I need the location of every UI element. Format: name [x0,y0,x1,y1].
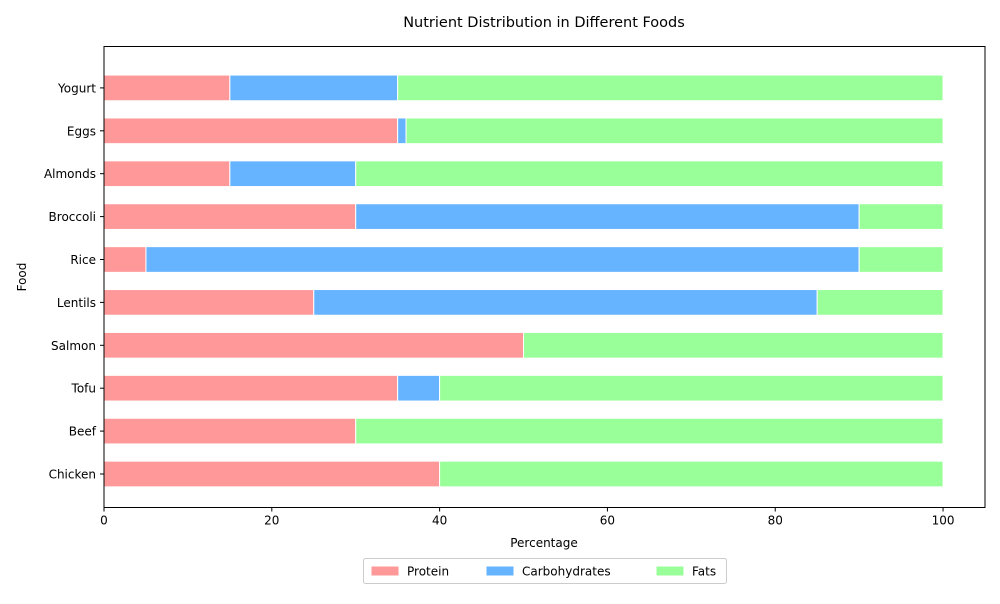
bar-carbohydrates-broccoli [355,203,860,230]
bar-carbohydrates-rice [145,246,860,273]
plot-frame [103,46,986,508]
legend-swatch-protein [370,565,400,577]
legend-swatch-fats [655,565,685,577]
bar-protein-salmon [103,331,525,359]
x-axis: 0 20 40 60 80 100 [100,507,955,528]
y-tick-label: Almonds [44,167,96,181]
bar-carbohydrates-almonds [229,160,357,188]
y-tick-label: Lentils [57,296,96,310]
x-tick-label: 60 [600,514,615,528]
bar-carbohydrates-yogurt [229,74,399,102]
y-tick-label: Beef [69,425,97,439]
bar-fats-yogurt [397,74,944,102]
legend-label-protein: Protein [407,565,449,579]
y-tick-label: Salmon [51,339,96,353]
y-axis: Chicken Beef Tofu Salmon Lentils Rice Broccoli… [44,81,104,482]
bar-protein-tofu [103,374,399,402]
bar-protein-yogurt [103,74,231,102]
legend-label-carbohydrates: Carbohydrates [522,565,611,579]
x-tick-label: 20 [264,514,279,528]
legend: Protein Carbohydrates Fats [363,558,727,584]
bar-protein-eggs [103,117,399,145]
bar-fats-salmon [523,331,944,359]
legend-swatch-carbohydrates [485,565,515,577]
y-tick-label: Broccoli [49,210,96,224]
bar-fats-chicken [439,460,944,488]
y-tick-label: Rice [70,253,96,267]
y-tick-label: Yogurt [57,81,96,95]
legend-label-fats: Fats [692,565,716,579]
bar-protein-rice [103,246,147,273]
bar-protein-chicken [103,460,441,488]
bar-fats-tofu [439,374,944,402]
bar-fats-broccoli [858,203,944,230]
bar-protein-lentils [103,289,315,316]
bar-fats-rice [858,246,944,273]
bar-carbohydrates-tofu [397,374,441,402]
x-tick-label: 0 [100,514,108,528]
bar-protein-almonds [103,160,231,188]
x-tick-label: 40 [432,514,447,528]
y-axis-label: Food [15,263,29,292]
x-tick-label: 100 [932,514,955,528]
legend-frame [363,558,727,584]
y-tick-label: Chicken [49,468,96,482]
bar-fats-beef [355,417,944,445]
bar-carbohydrates-eggs [397,117,407,145]
bar-fats-almonds [355,160,944,188]
chart-title: Nutrient Distribution in Different Foods [403,15,685,31]
x-tick-label: 80 [768,514,783,528]
y-tick-label: Eggs [67,124,96,138]
y-tick-label: Tofu [71,382,96,396]
bar-protein-broccoli [103,203,357,230]
bars-layer [103,74,944,488]
bar-fats-lentils [816,289,944,316]
bar-carbohydrates-lentils [313,289,818,316]
bar-protein-beef [103,417,357,445]
bar-fats-eggs [405,117,944,145]
x-axis-label: Percentage [510,536,578,550]
